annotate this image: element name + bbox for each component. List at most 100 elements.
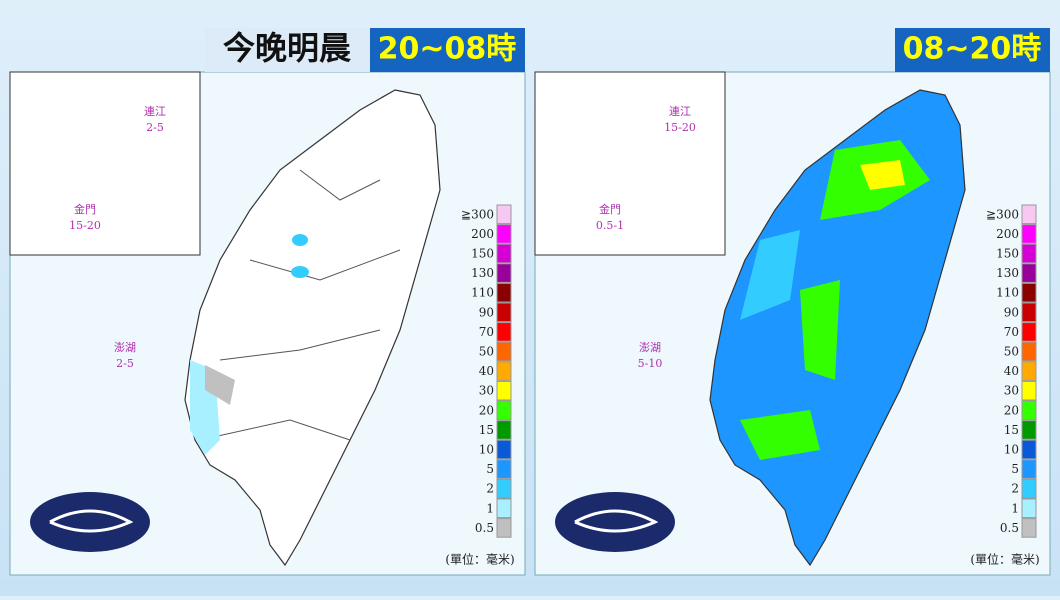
rain-area: [740, 230, 800, 320]
legend-swatch: [496, 322, 512, 342]
legend-label: 150: [471, 247, 494, 261]
island-name: 澎湖: [114, 341, 136, 354]
time: 08~20時: [903, 32, 1042, 67]
legend-label: 0.5: [1000, 521, 1019, 535]
legend-label: 30: [479, 384, 494, 398]
title-bg: [205, 28, 370, 72]
legend-swatch: [496, 498, 512, 519]
island-value: 15-20: [664, 121, 696, 134]
logo-mark: [49, 509, 134, 533]
legend-label: 130: [996, 266, 1019, 280]
legend-swatch: [1021, 459, 1037, 479]
island-name: 澎湖: [639, 341, 661, 354]
legend-label: 10: [479, 443, 494, 457]
legend-swatch: [496, 439, 512, 460]
legend-label: 90: [1004, 305, 1019, 319]
logo-mark: [574, 509, 659, 533]
panel-right: 08~20時: [534, 28, 1051, 576]
legend-label: 0.5: [475, 521, 494, 535]
legend-label: 20: [479, 403, 494, 417]
legend-label: 30: [1004, 384, 1019, 398]
legend-swatch: [496, 282, 512, 303]
legend-swatch: [496, 243, 512, 264]
legend-swatch: [496, 302, 512, 323]
legend-label: ≧300: [986, 207, 1019, 221]
island-name: 金門: [74, 202, 96, 216]
legend-label: 200: [471, 227, 494, 241]
island-name: 金門: [599, 202, 621, 216]
island-value: 2-5: [116, 357, 134, 370]
island-value: 15-20: [69, 219, 101, 232]
legend-swatch: [1021, 204, 1037, 225]
legend-swatch: [496, 263, 512, 283]
legend-label: 1: [1011, 501, 1019, 515]
legend-label: 15: [1004, 423, 1019, 437]
legend-swatch: [1021, 478, 1037, 499]
inset: [534, 71, 726, 256]
legend-label: 70: [479, 325, 494, 339]
time-bg: [895, 28, 1050, 72]
legend-swatch: [1021, 518, 1037, 538]
rain-area: [292, 234, 308, 246]
unit: (單位：毫米): [970, 552, 1039, 567]
legend-swatch: [1021, 322, 1037, 342]
legend-label: 2: [486, 482, 494, 496]
legend-swatch: [1021, 282, 1037, 303]
rain-area: [740, 410, 820, 460]
legend-swatch: [496, 420, 512, 440]
legend-label: 150: [996, 247, 1019, 261]
legend-swatch: [496, 204, 512, 225]
legend-swatch: [496, 400, 512, 421]
legend-label: 5: [1011, 462, 1019, 476]
county-lines: [199, 169, 401, 441]
legend-swatch: [1021, 243, 1037, 264]
legend-label: 1: [486, 501, 494, 515]
panel-left: 今晚明晨 20~08時: [9, 28, 526, 576]
legend-swatch: [1021, 341, 1037, 362]
legend-label: 15: [479, 423, 494, 437]
island-value: 0.5-1: [596, 219, 624, 232]
legend-swatch: [1021, 439, 1037, 460]
legend-swatch: [496, 478, 512, 499]
island-value: 5-10: [638, 357, 663, 370]
legend-label: 70: [1004, 325, 1019, 339]
legend-label: 90: [479, 305, 494, 319]
inset: [9, 71, 201, 256]
logo: [555, 492, 675, 552]
title: 今晚明晨: [223, 29, 351, 67]
time: 20~08時: [378, 32, 517, 67]
legend-swatch: [496, 361, 512, 381]
legend-label: 40: [1004, 364, 1019, 378]
island-value: 2-5: [146, 121, 164, 134]
legend-swatch: [1021, 498, 1037, 519]
legend-label: ≧300: [461, 207, 494, 221]
legend-label: 2: [1011, 482, 1019, 496]
legend-swatch: [1021, 380, 1037, 401]
legend-label: 200: [996, 227, 1019, 241]
rain-area: [291, 266, 309, 278]
legend-label: 130: [471, 266, 494, 280]
legend-swatch: [496, 341, 512, 362]
legend-swatch: [1021, 302, 1037, 323]
legend-swatch: [1021, 400, 1037, 421]
legend-label: 110: [471, 286, 494, 300]
legend-swatch: [496, 459, 512, 479]
legend-swatch: [496, 518, 512, 538]
legend-swatch: [496, 380, 512, 401]
legend-swatch: [1021, 420, 1037, 440]
legend-swatch: [1021, 361, 1037, 381]
rain-area: [205, 365, 235, 405]
legend-label: 10: [1004, 443, 1019, 457]
legend-label: 40: [479, 364, 494, 378]
legend-swatch: [1021, 224, 1037, 244]
legend-label: 50: [1004, 345, 1019, 359]
island-name: 連江: [669, 104, 691, 118]
time-bg: [370, 28, 525, 72]
legend-swatch: [1021, 263, 1037, 283]
legend-label: 20: [1004, 403, 1019, 417]
unit: (單位：毫米): [445, 552, 514, 567]
rain-area: [860, 160, 905, 190]
rain-area: [800, 280, 840, 380]
